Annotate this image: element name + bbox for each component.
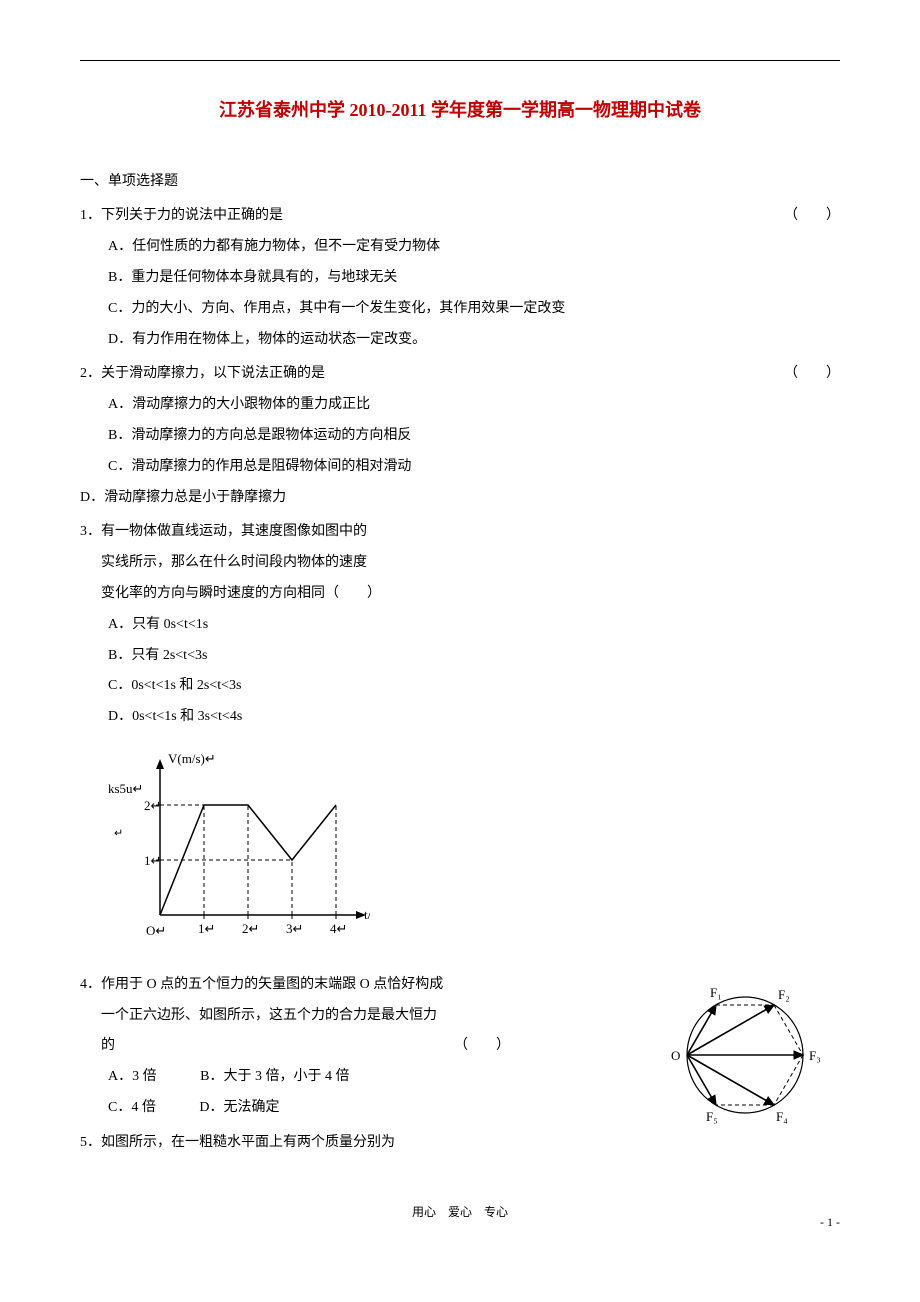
q4-opt-a: A．3 倍 (108, 1062, 157, 1093)
q3-opt-a: A．只有 0s<t<1s (80, 610, 840, 641)
svg-text:2↵: 2↵ (144, 798, 161, 813)
svg-text:F₅: F₅ (706, 1109, 718, 1124)
svg-text:F₁: F₁ (710, 985, 722, 1000)
svg-text:t/(s): t/(s) (364, 907, 370, 922)
question-1: 1．下列关于力的说法中正确的是 （ ） A．任何性质的力都有施力物体，但不一定有… (80, 201, 840, 355)
svg-text:O↵: O↵ (146, 923, 166, 938)
velocity-time-chart: V(m/s)↵ t/(s) O↵ ks5u↵ ↵ 1↵ 2↵ 1↵ 2↵ 3↵ 4↵ (100, 747, 840, 960)
q1-opt-c: C．力的大小、方向、作用点，其中有一个发生变化，其作用效果一定改变 (80, 294, 840, 325)
page-footer: 用心 爱心 专心 (80, 1199, 840, 1225)
q2-opt-d: D．滑动摩擦力总是小于静摩擦力 (80, 483, 840, 514)
q3-stem-2: 实线所示，那么在什么时间段内物体的速度 (80, 548, 840, 579)
q3-stem-1: 3．有一物体做直线运动，其速度图像如图中的 (80, 517, 840, 548)
q2-opt-a: A．滑动摩擦力的大小跟物体的重力成正比 (80, 390, 840, 421)
svg-text:↵: ↵ (114, 827, 123, 839)
q3-opt-c: C．0s<t<1s 和 2s<t<3s (80, 671, 840, 702)
q2-stem: 2．关于滑动摩擦力，以下说法正确的是 (80, 359, 325, 390)
q3-stem-3: 变化率的方向与瞬时速度的方向相同（ ） (80, 579, 840, 610)
q4-opt-c: C．4 倍 (108, 1093, 156, 1124)
svg-text:F₄: F₄ (776, 1109, 788, 1124)
svg-text:2↵: 2↵ (242, 921, 259, 936)
svg-text:1↵: 1↵ (144, 853, 161, 868)
svg-text:V(m/s)↵: V(m/s)↵ (168, 751, 216, 766)
svg-text:F₃: F₃ (809, 1048, 821, 1063)
q4-opt-b: B．大于 3 倍，小于 4 倍 (200, 1062, 349, 1093)
q3-opt-b: B．只有 2s<t<3s (80, 641, 840, 672)
q1-stem: 1．下列关于力的说法中正确的是 (80, 201, 283, 232)
q1-opt-a: A．任何性质的力都有施力物体，但不一定有受力物体 (80, 232, 840, 263)
q4-opt-d: D．无法确定 (199, 1093, 279, 1124)
q1-opt-b: B．重力是任何物体本身就具有的，与地球无关 (80, 263, 840, 294)
page-number: - 1 - (820, 1209, 840, 1235)
svg-text:4↵: 4↵ (330, 921, 347, 936)
svg-text:3↵: 3↵ (286, 921, 303, 936)
hexagon-force-figure: O F₁ F₂ F₃ F₄ F₅ (650, 970, 840, 1153)
question-3: 3．有一物体做直线运动，其速度图像如图中的 实线所示，那么在什么时间段内物体的速… (80, 517, 840, 733)
section-1-heading: 一、单项选择题 (80, 167, 840, 198)
q2-opt-b: B．滑动摩擦力的方向总是跟物体运动的方向相反 (80, 421, 840, 452)
svg-text:F₂: F₂ (778, 987, 790, 1002)
svg-text:O: O (671, 1048, 680, 1063)
top-rule (80, 60, 840, 61)
q1-opt-d: D．有力作用在物体上，物体的运动状态一定改变。 (80, 325, 840, 356)
q3-opt-d: D．0s<t<1s 和 3s<t<4s (80, 702, 840, 733)
q1-paren: （ ） (784, 201, 840, 232)
q4-paren: （ ） (454, 1031, 510, 1062)
q2-paren: （ ） (784, 359, 840, 390)
svg-text:ks5u↵: ks5u↵ (108, 781, 143, 796)
question-2: 2．关于滑动摩擦力，以下说法正确的是 （ ） A．滑动摩擦力的大小跟物体的重力成… (80, 359, 840, 482)
exam-title: 江苏省泰州中学 2010-2011 学年度第一学期高一物理期中试卷 (80, 91, 840, 131)
svg-text:1↵: 1↵ (198, 921, 215, 936)
q4-stem-3: 的 (101, 1031, 115, 1062)
q2-opt-c: C．滑动摩擦力的作用总是阻碍物体间的相对滑动 (80, 452, 840, 483)
